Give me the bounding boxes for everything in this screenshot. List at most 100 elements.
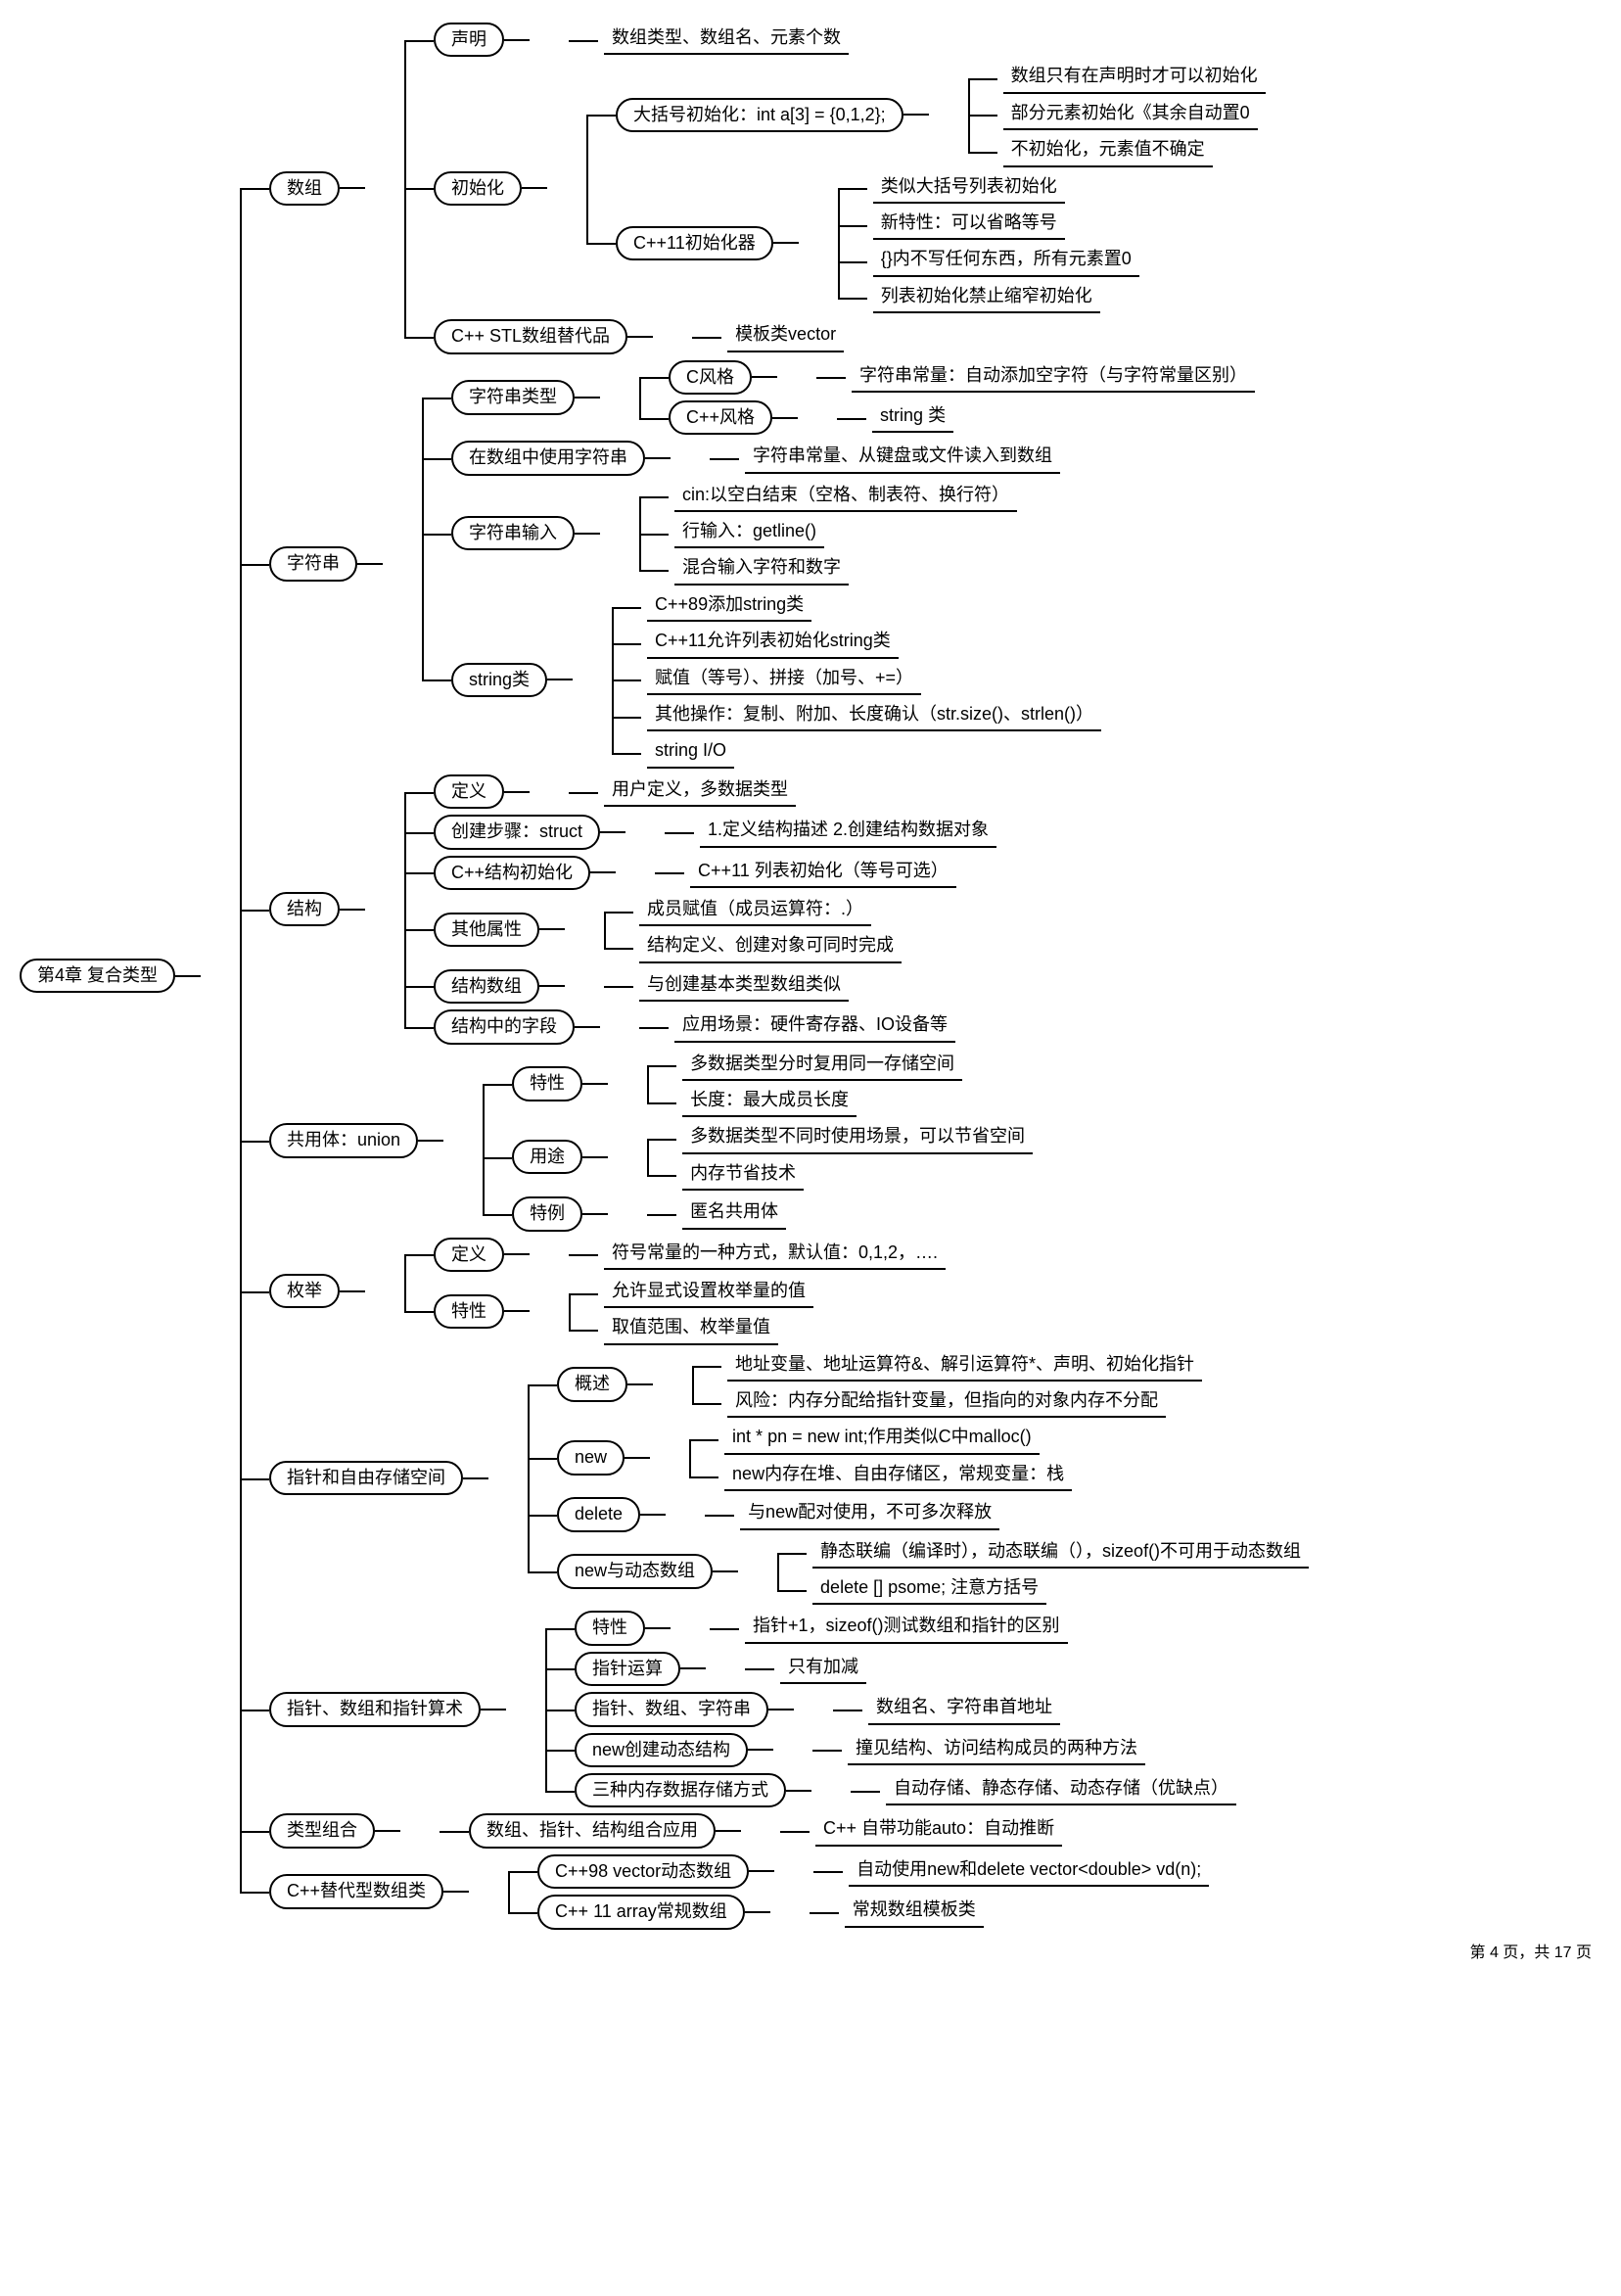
node-label: 字符串输入	[451, 516, 575, 550]
leaf-text: 新特性：可以省略等号	[873, 210, 1065, 240]
leaf-text: string I/O	[647, 737, 734, 768]
connector-line	[340, 909, 365, 911]
mindmap-root: 第4章 复合类型数组声明数组类型、数组名、元素个数初始化大括号初始化：int a…	[20, 20, 1601, 1933]
mindmap-leaf: 指针+1，sizeof()测试数组和指针的区别	[710, 1610, 1068, 1646]
connector-line	[713, 1570, 738, 1572]
node-label: new	[557, 1440, 625, 1475]
node-label: C风格	[669, 360, 752, 395]
leaf-text: delete [] psome; 注意方括号	[812, 1574, 1046, 1605]
mindmap-node: C++11初始化器类似大括号列表初始化新特性：可以省略等号{}内不写任何东西，所…	[586, 170, 1266, 317]
leaf-text: 用户定义，多数据类型	[604, 776, 796, 807]
leaf-text: 常规数组模板类	[845, 1897, 984, 1927]
connector-line	[375, 1830, 400, 1832]
node-label: 字符串	[269, 546, 357, 581]
leaf-text: 指针+1，sizeof()测试数组和指针的区别	[745, 1613, 1068, 1643]
mindmap-node: 特性允许显式设置枚举量的值取值范围、枚举量值	[404, 1275, 946, 1348]
node-label: 用途	[512, 1140, 582, 1174]
node-label: 字符串类型	[451, 380, 575, 414]
connector-line	[539, 928, 565, 930]
leaf-text: C++11 列表初始化（等号可选）	[690, 858, 956, 888]
connector-line	[443, 1891, 469, 1893]
mindmap-leaf: 部分元素初始化《其余自动置0	[968, 97, 1266, 133]
mindmap-node: 定义用户定义，多数据类型	[404, 772, 996, 812]
mindmap-leaf: 字符串常量、从键盘或文件读入到数组	[710, 440, 1060, 476]
mindmap-leaf: int * pn = new int;作用类似C中malloc()	[689, 1421, 1072, 1457]
connector-line	[773, 242, 799, 244]
mindmap-leaf: string I/O	[612, 734, 1101, 771]
connector-line	[645, 1627, 671, 1629]
mindmap-leaf: 与创建基本类型数组类似	[604, 968, 849, 1005]
connector-line	[575, 533, 600, 535]
mindmap-leaf: delete [] psome; 注意方括号	[777, 1571, 1309, 1608]
connector-line	[418, 1140, 443, 1142]
leaf-text: 风险：内存分配给指针变量，但指向的对象内存不分配	[727, 1387, 1166, 1418]
leaf-text: 自动使用new和delete vector<double> vd(n);	[849, 1856, 1209, 1887]
mindmap-leaf: string 类	[837, 399, 953, 436]
mindmap-node: 特性多数据类型分时复用同一存储空间长度：最大成员长度	[483, 1048, 1033, 1121]
mindmap-node: C++ STL数组替代品模板类vector	[404, 316, 1266, 356]
mindmap-leaf: 赋值（等号）、拼接（加号、+=）	[612, 662, 1101, 698]
connector-line	[752, 376, 777, 378]
leaf-text: 成员赋值（成员运算符：.）	[639, 896, 871, 926]
node-label: 特例	[512, 1196, 582, 1231]
mindmap-node: new int * pn = new int;作用类似C中malloc()new内…	[528, 1421, 1309, 1494]
leaf-text: 内存节省技术	[682, 1160, 804, 1191]
mindmap-node: 创建步骤：struct 1.定义结构描述 2.创建结构数据对象	[404, 812, 996, 852]
connector-line	[539, 985, 565, 987]
mindmap-node: delete与new配对使用，不可多次释放	[528, 1494, 1309, 1534]
mindmap-leaf: 列表初始化禁止缩窄初始化	[838, 280, 1139, 316]
mindmap-node: C++结构初始化C++11 列表初始化（等号可选）	[404, 853, 996, 893]
connector-line	[175, 975, 201, 977]
mindmap-leaf: 多数据类型不同时使用场景，可以节省空间	[647, 1120, 1033, 1156]
connector-line	[627, 336, 653, 338]
mindmap-node: 第4章 复合类型数组声明数组类型、数组名、元素个数初始化大括号初始化：int a…	[20, 20, 1601, 1933]
leaf-text: {}内不写任何东西，所有元素置0	[873, 246, 1139, 276]
mindmap-leaf: 与new配对使用，不可多次释放	[705, 1496, 999, 1532]
connector-line	[680, 1667, 706, 1669]
mindmap-node: 枚举定义符号常量的一种方式，默认值：0,1,2，….特性允许显式设置枚举量的值取…	[240, 1235, 1309, 1348]
mindmap-leaf: new内存在堆、自由存储区，常规变量：栈	[689, 1458, 1072, 1494]
mindmap-node: 指针、数组、字符串数组名、字符串首地址	[545, 1689, 1236, 1729]
mindmap-node: 指针、数组和指针算术特性指针+1，sizeof()测试数组和指针的区别指针运算只…	[240, 1608, 1309, 1810]
leaf-text: 1.定义结构描述 2.创建结构数据对象	[700, 817, 996, 847]
mindmap-leaf: 符号常量的一种方式，默认值：0,1,2，….	[569, 1237, 946, 1273]
mindmap-leaf: 模板类vector	[692, 318, 844, 354]
leaf-text: 应用场景：硬件寄存器、IO设备等	[674, 1011, 955, 1042]
mindmap-node: 在数组中使用字符串 字符串常量、从键盘或文件读入到数组	[422, 438, 1255, 478]
mindmap-leaf: 只有加减	[745, 1651, 866, 1687]
connector-line	[600, 831, 625, 833]
connector-line	[575, 1026, 600, 1028]
leaf-text: 结构定义、创建对象可同时完成	[639, 932, 902, 962]
connector-line	[575, 397, 600, 398]
mindmap-leaf: 1.定义结构描述 2.创建结构数据对象	[665, 814, 996, 850]
leaf-text: string 类	[872, 402, 953, 433]
mindmap-leaf: 数组类型、数组名、元素个数	[569, 22, 849, 58]
node-label: 特性	[575, 1611, 645, 1645]
connector-line	[772, 417, 798, 419]
mindmap-node: C++ 11 array常规数组常规数组模板类	[508, 1892, 1209, 1932]
node-label: 结构中的字段	[434, 1009, 575, 1044]
mindmap-node: 特性 指针+1，sizeof()测试数组和指针的区别	[545, 1608, 1236, 1648]
connector-line	[625, 1457, 650, 1459]
leaf-text: 静态联编（编译时），动态联编（），sizeof()不可用于动态数组	[812, 1538, 1309, 1569]
mindmap-node: 结构数组 与创建基本类型数组类似	[404, 966, 996, 1007]
node-label: 结构数组	[434, 969, 539, 1004]
mindmap-leaf: 自动存储、静态存储、动态存储（优缺点）	[851, 1772, 1236, 1808]
connector-line	[357, 563, 383, 565]
node-label: 数组、指针、结构组合应用	[469, 1813, 716, 1848]
mindmap-node: 三种内存数据存储方式 自动存储、静态存储、动态存储（优缺点）	[545, 1770, 1236, 1810]
leaf-text: 允许显式设置枚举量的值	[604, 1278, 813, 1308]
mindmap-leaf: 成员赋值（成员运算符：.）	[604, 893, 902, 929]
mindmap-leaf: 地址变量、地址运算符&、解引运算符*、声明、初始化指针	[692, 1348, 1202, 1384]
connector-line	[745, 1911, 770, 1913]
node-label: 特性	[434, 1294, 504, 1329]
connector-line	[340, 1290, 365, 1292]
mindmap-leaf: 长度：最大成员长度	[647, 1084, 962, 1120]
node-label: 在数组中使用字符串	[451, 441, 645, 475]
leaf-text: C++89添加string类	[647, 591, 811, 622]
mindmap-node: C++风格string 类	[639, 398, 1255, 438]
connector-line	[463, 1477, 488, 1479]
node-label: 三种内存数据存储方式	[575, 1773, 786, 1807]
node-label: 创建步骤：struct	[434, 815, 600, 849]
node-label: 特性	[512, 1066, 582, 1101]
